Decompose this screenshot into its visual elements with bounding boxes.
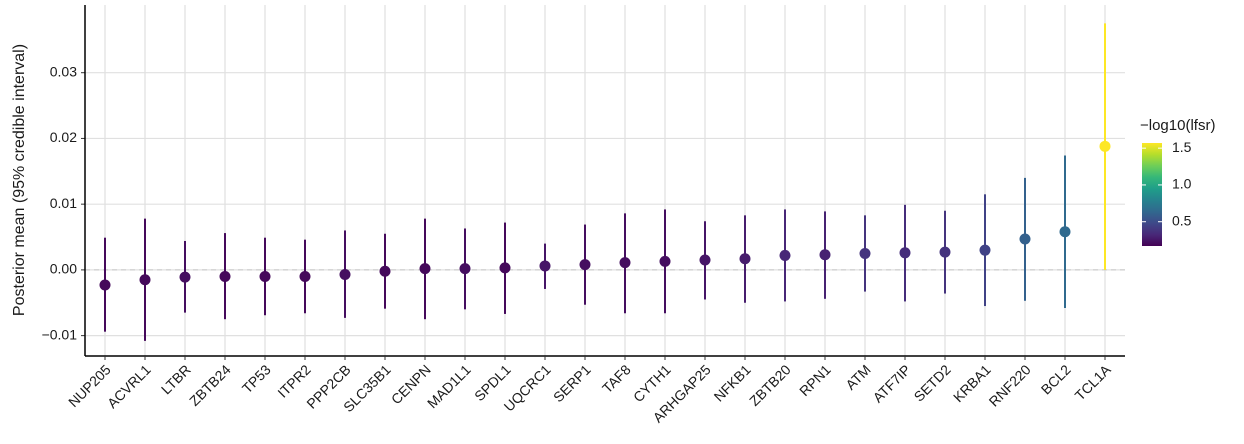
x-tick-label: MAD1L1 [424, 361, 474, 411]
point [939, 246, 951, 258]
x-tick-label: SERP1 [550, 361, 594, 405]
point [579, 259, 591, 271]
x-tick-label: ZBTB24 [186, 361, 234, 409]
point [859, 247, 871, 259]
point [899, 247, 911, 259]
point [979, 244, 991, 256]
point [1059, 226, 1071, 238]
x-tick-label: RNF220 [986, 361, 1034, 409]
point [419, 263, 431, 275]
colorbar-title: −log10(lfsr) [1140, 117, 1215, 134]
y-tick-label: −0.01 [42, 326, 78, 342]
point [619, 257, 631, 269]
point [659, 255, 671, 267]
x-tick-label: SETD2 [911, 361, 954, 404]
x-tick-label: BCL2 [1038, 361, 1074, 397]
point [539, 260, 551, 272]
point [499, 262, 511, 274]
x-tick-label: TCL1A [1072, 361, 1115, 404]
point [299, 270, 311, 282]
colorbar [1142, 143, 1162, 246]
y-tick-label: 0.03 [50, 63, 77, 79]
x-tick-label: LTBR [158, 361, 194, 397]
point [379, 265, 391, 277]
x-tick-label: RPN1 [796, 361, 834, 399]
point [779, 249, 791, 261]
point [139, 274, 151, 286]
point [1099, 140, 1111, 152]
point [219, 270, 231, 282]
x-tick-label: ACVRL1 [104, 361, 154, 411]
x-tick-label: ATM [842, 361, 873, 392]
point [179, 271, 191, 283]
x-tick-label: TP53 [239, 361, 274, 396]
point [819, 249, 831, 261]
point [739, 253, 751, 265]
x-tick-label: TAF8 [599, 361, 634, 396]
point [99, 279, 111, 291]
point [339, 268, 351, 280]
y-tick-label: 0.02 [50, 129, 77, 145]
point [1019, 233, 1031, 245]
point [459, 263, 471, 275]
y-tick-label: 0.00 [50, 261, 77, 277]
colorbar-tick-label: 1.0 [1172, 176, 1192, 192]
x-tick-label: ZBTB20 [746, 361, 794, 409]
colorbar-tick-label: 1.5 [1172, 139, 1192, 155]
x-tick-label: ATF7IP [870, 361, 914, 405]
point [699, 254, 711, 266]
point [259, 270, 271, 282]
y-axis-title: Posterior mean (95% credible interval) [11, 44, 28, 316]
colorbar-tick-label: 0.5 [1172, 212, 1192, 228]
y-tick-label: 0.01 [50, 195, 77, 211]
